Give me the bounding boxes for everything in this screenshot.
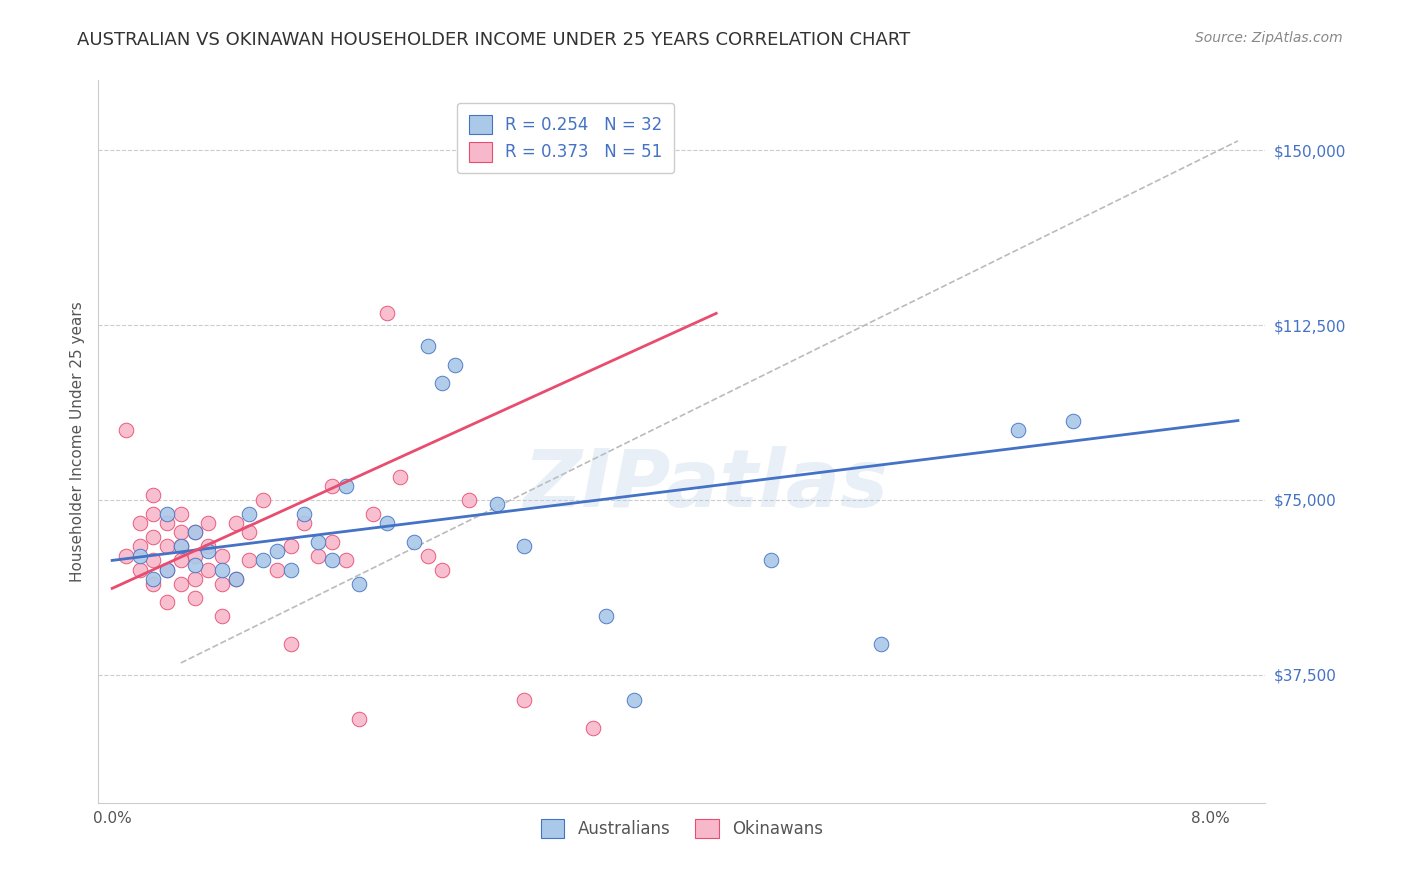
- Point: [183, 558, 205, 572]
- Point: [870, 637, 893, 651]
- Point: [430, 376, 453, 391]
- Text: Source: ZipAtlas.com: Source: ZipAtlas.com: [1195, 31, 1343, 45]
- Point: [128, 516, 150, 530]
- Point: [156, 563, 179, 577]
- Point: [252, 492, 274, 507]
- Point: [307, 534, 329, 549]
- Point: [1062, 413, 1084, 427]
- Text: AUSTRALIAN VS OKINAWAN HOUSEHOLDER INCOME UNDER 25 YEARS CORRELATION CHART: AUSTRALIAN VS OKINAWAN HOUSEHOLDER INCOM…: [77, 31, 911, 49]
- Point: [183, 572, 205, 586]
- Legend: Australians, Okinawans: Australians, Okinawans: [534, 813, 830, 845]
- Point: [292, 516, 315, 530]
- Point: [389, 469, 412, 483]
- Point: [170, 525, 193, 540]
- Point: [225, 516, 247, 530]
- Point: [321, 553, 343, 567]
- Point: [321, 479, 343, 493]
- Point: [280, 540, 302, 554]
- Point: [142, 488, 165, 502]
- Point: [183, 525, 205, 540]
- Point: [238, 553, 260, 567]
- Point: [128, 540, 150, 554]
- Point: [307, 549, 329, 563]
- Point: [292, 507, 315, 521]
- Point: [416, 549, 439, 563]
- Point: [128, 549, 150, 563]
- Point: [197, 563, 219, 577]
- Point: [142, 576, 165, 591]
- Point: [128, 563, 150, 577]
- Point: [513, 693, 536, 707]
- Point: [115, 423, 138, 437]
- Point: [156, 540, 179, 554]
- Point: [170, 576, 193, 591]
- Point: [238, 507, 260, 521]
- Point: [349, 576, 371, 591]
- Point: [183, 525, 205, 540]
- Point: [416, 339, 439, 353]
- Point: [759, 553, 782, 567]
- Point: [211, 576, 233, 591]
- Point: [156, 507, 179, 521]
- Point: [156, 595, 179, 609]
- Point: [349, 712, 371, 726]
- Point: [280, 563, 302, 577]
- Point: [458, 492, 481, 507]
- Point: [582, 721, 605, 735]
- Point: [430, 563, 453, 577]
- Point: [142, 507, 165, 521]
- Point: [197, 544, 219, 558]
- Point: [444, 358, 467, 372]
- Point: [361, 507, 384, 521]
- Text: ZIPatlas: ZIPatlas: [523, 446, 887, 524]
- Point: [142, 553, 165, 567]
- Point: [252, 553, 274, 567]
- Point: [266, 544, 288, 558]
- Point: [183, 591, 205, 605]
- Point: [211, 563, 233, 577]
- Point: [156, 563, 179, 577]
- Point: [170, 507, 193, 521]
- Y-axis label: Householder Income Under 25 years: Householder Income Under 25 years: [69, 301, 84, 582]
- Point: [404, 534, 426, 549]
- Point: [623, 693, 645, 707]
- Point: [321, 534, 343, 549]
- Point: [595, 609, 617, 624]
- Point: [335, 479, 357, 493]
- Point: [197, 540, 219, 554]
- Point: [197, 516, 219, 530]
- Point: [335, 553, 357, 567]
- Point: [266, 563, 288, 577]
- Point: [142, 572, 165, 586]
- Point: [170, 540, 193, 554]
- Point: [485, 498, 508, 512]
- Point: [1007, 423, 1029, 437]
- Point: [115, 549, 138, 563]
- Point: [513, 540, 536, 554]
- Point: [238, 525, 260, 540]
- Point: [156, 516, 179, 530]
- Point: [225, 572, 247, 586]
- Point: [142, 530, 165, 544]
- Point: [170, 540, 193, 554]
- Point: [211, 549, 233, 563]
- Point: [280, 637, 302, 651]
- Point: [375, 306, 398, 320]
- Point: [375, 516, 398, 530]
- Point: [211, 609, 233, 624]
- Point: [183, 549, 205, 563]
- Point: [170, 553, 193, 567]
- Point: [225, 572, 247, 586]
